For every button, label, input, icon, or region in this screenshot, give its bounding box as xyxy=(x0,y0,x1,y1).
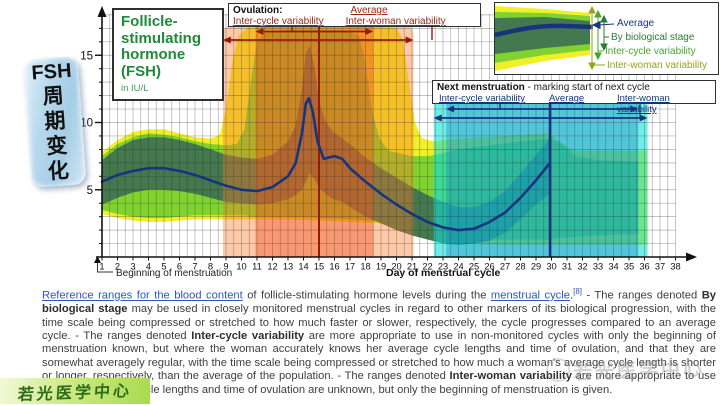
x-tick-label: 7 xyxy=(192,262,197,272)
watermark-logo-ring xyxy=(546,358,570,382)
x-tick-label: 22 xyxy=(422,262,432,272)
x-tick-label: 37 xyxy=(655,262,665,272)
next-menstruation-annotation-box: Next menstruation - marking start of nex… xyxy=(432,80,716,115)
x-tick-label: 3 xyxy=(130,262,135,272)
x-tick-label: 14 xyxy=(298,262,308,272)
average-series xyxy=(100,96,552,232)
caption-bold-inter-cycle: Inter-cycle variability xyxy=(191,329,305,342)
biological-stage-range-arrow xyxy=(600,14,609,52)
x-tick-label: 11 xyxy=(252,262,262,272)
x-tick-label: 6 xyxy=(177,262,182,272)
citation-ref-link[interactable]: [8] xyxy=(573,287,582,296)
x-tick-label: 29 xyxy=(531,262,541,272)
x-tick-label: 27 xyxy=(500,262,510,272)
legend-inter-cycle-label: Inter-cycle variability xyxy=(605,46,696,57)
x-tick-label: 8 xyxy=(208,262,213,272)
x-tick-label: 35 xyxy=(624,262,634,272)
ovulation-range-arrows xyxy=(222,25,433,44)
x-tick-label: 15 xyxy=(314,262,324,272)
watermark-bottom-left-text: 若光医学中心 xyxy=(17,383,133,404)
caption-text: of follicle-stimulating hormone levels d… xyxy=(242,289,491,302)
ovulation-annotation-box: Ovulation: Average Inter-cycle variabili… xyxy=(228,3,481,27)
sidebar-abbr: FSH xyxy=(30,59,73,85)
x-tick-label: 2 xyxy=(115,262,120,272)
ovulation-inter-woman-label: Inter-woman variability xyxy=(345,16,446,27)
cycle-start-marker xyxy=(94,256,101,263)
x-tick-label: 26 xyxy=(484,262,494,272)
x-axis-arrow xyxy=(686,252,697,262)
y-tick-label: 15 xyxy=(80,50,93,62)
x-tick-label: 33 xyxy=(593,262,603,272)
caption-bold-inter-woman: Inter-woman variability xyxy=(449,370,572,383)
x-tick-label: 17 xyxy=(345,262,355,272)
chart-title-box: Follicle-stimulating hormone (FSH) in IU… xyxy=(112,8,224,101)
legend-box: Average By biological stage Inter-cycle … xyxy=(494,2,719,75)
next-inter-woman-label: Inter-woman variability xyxy=(617,93,670,115)
caption-text: . xyxy=(569,289,574,302)
y-tick-label: 10 xyxy=(80,118,93,130)
chart-unit: in IU/L xyxy=(121,83,149,94)
x-tick-label: 18 xyxy=(360,262,370,272)
caption-text: may be used in closely monitored menstru… xyxy=(42,303,717,342)
x-tick-label: 23 xyxy=(438,262,448,272)
caption-bold-biological-stage: By biological stage xyxy=(42,289,716,316)
inter-cycle-range-arrow xyxy=(594,9,603,61)
next-menstruation-heading: Next menstruation xyxy=(437,82,525,93)
x-tick-label: 19 xyxy=(376,262,386,272)
next-menstruation-overlay xyxy=(433,98,648,257)
y-tick-label: 5 xyxy=(87,185,93,197)
ovulation-inter-cycle-label: Inter-cycle variability xyxy=(233,16,324,27)
x-tick-label: 13 xyxy=(283,262,293,272)
beginning-of-menstruation-label: Beginning of menstruation xyxy=(116,268,232,279)
ovulation-average-label: Average xyxy=(350,5,388,16)
x-tick-label: 21 xyxy=(407,262,417,272)
y-axis-arrow xyxy=(97,6,107,17)
average-event-lines xyxy=(318,25,552,257)
x-tick-label: 38 xyxy=(670,262,680,272)
x-tick-label: 31 xyxy=(562,262,572,272)
average-fsh-curve xyxy=(100,96,552,232)
menstrual-cycle-link[interactable]: menstrual cycle xyxy=(490,289,570,302)
x-tick-label: 28 xyxy=(515,262,525,272)
ovulation-heading: Ovulation: xyxy=(233,5,283,16)
reference-ranges-link[interactable]: Reference ranges for the blood content xyxy=(42,289,243,302)
inter-woman-range-arrow xyxy=(588,5,605,71)
legend-inter-woman-label: Inter-woman variability xyxy=(607,60,708,71)
next-average-label: Average xyxy=(549,93,585,104)
x-tick-label: 32 xyxy=(577,262,587,272)
caption-text: - The ranges denoted xyxy=(582,289,702,302)
fsh-cycle-sidebar-badge: FSH 周期变化 xyxy=(23,56,87,188)
x-tick-label: 30 xyxy=(546,262,556,272)
watermark-bottom-left: 若光医学中心 xyxy=(0,378,150,404)
x-tick-label: 20 xyxy=(391,262,401,272)
next-menstruation-heading-rest: - marking start of next cycle xyxy=(524,82,650,93)
band-biological_stage xyxy=(102,45,550,245)
legend-mini-chart xyxy=(494,5,615,71)
next-range-arrows xyxy=(433,103,648,122)
x-tick-label: 9 xyxy=(223,262,228,272)
sidebar-chinese-label: 周期变化 xyxy=(41,84,70,184)
x-tick-label: 34 xyxy=(608,262,618,272)
x-tick-label: 1 xyxy=(99,262,104,272)
x-tick-label: 16 xyxy=(329,262,339,272)
chart-title: Follicle-stimulating hormone (FSH) xyxy=(121,13,202,80)
watermark-bottom-right: 若光医学中心 xyxy=(572,358,706,385)
x-tick-label: 25 xyxy=(469,262,479,272)
legend-average-label: Average xyxy=(617,18,655,29)
axis-labels: Beginning of menstruation Day of menstrua… xyxy=(94,256,501,279)
next-inter-cycle-label: Inter-cycle variability xyxy=(439,93,526,104)
x-tick-label: 10 xyxy=(236,262,246,272)
x-tick-label: 5 xyxy=(161,262,166,272)
legend-biological-stage-label: By biological stage xyxy=(611,32,695,43)
x-tick-label: 4 xyxy=(146,262,151,272)
x-axis-title: Day of menstrual cycle xyxy=(386,267,501,279)
average-pointer-arrow xyxy=(591,20,615,30)
x-tick-label: 24 xyxy=(453,262,463,272)
caption-text: are more appropriate to use when the ave… xyxy=(42,370,716,396)
x-tick-label: 36 xyxy=(639,262,649,272)
x-tick-label: 12 xyxy=(267,262,277,272)
